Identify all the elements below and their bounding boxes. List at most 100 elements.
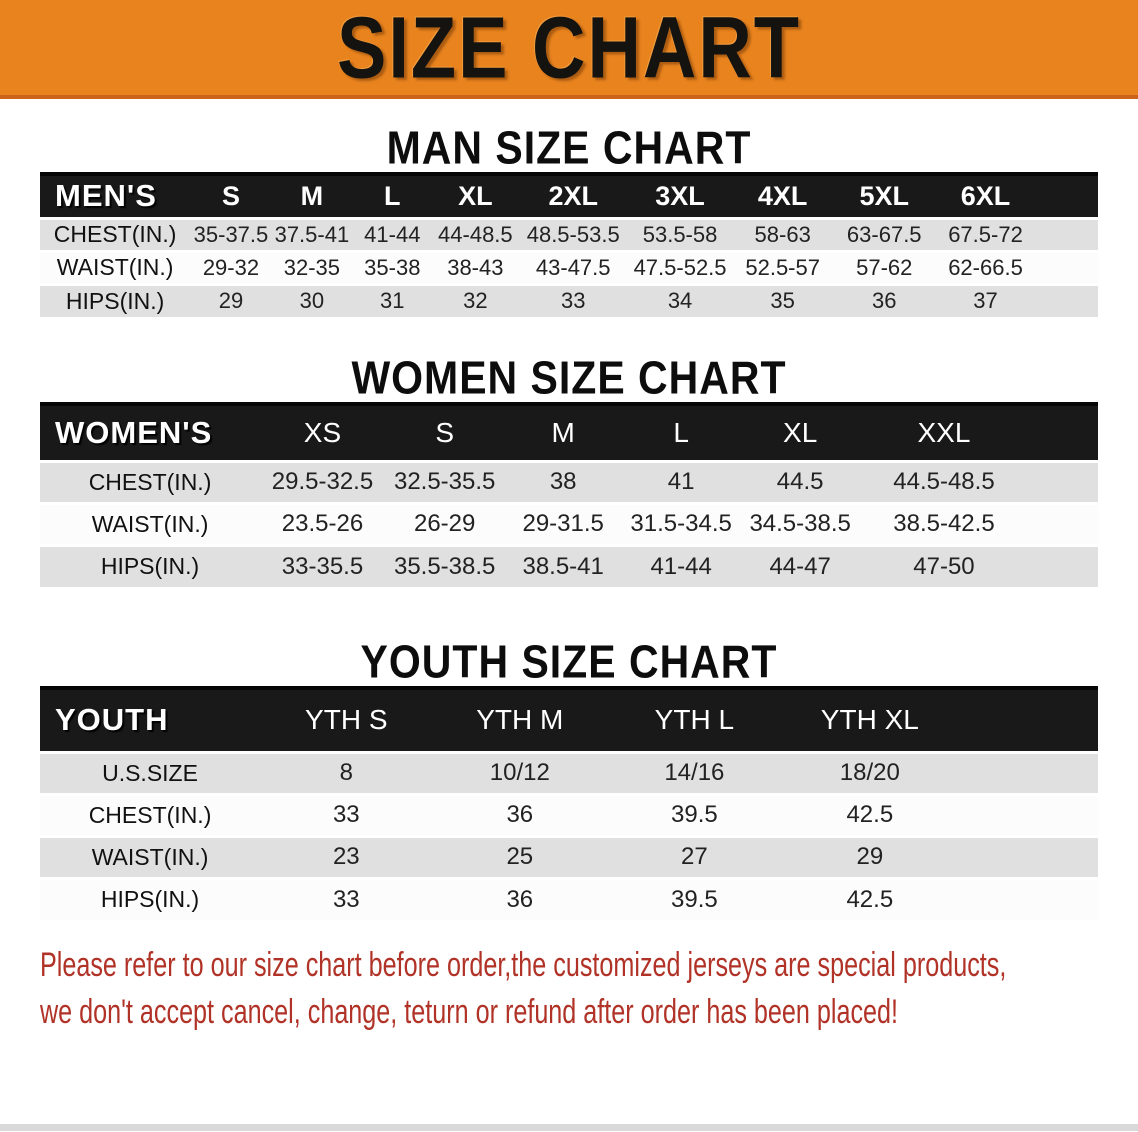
row-label: HIPS(IN.) — [40, 543, 261, 587]
size-column-header: YTH L — [607, 686, 782, 753]
size-column-header: YTH M — [432, 686, 608, 753]
value-cell: 29 — [781, 834, 1098, 878]
value-cell: 63-67.5 — [833, 216, 936, 251]
value-cell: 38.5-42.5 — [859, 501, 1098, 545]
measurement-row: HIPS(IN.) 33-35.5 35.5-38.5 38.5-41 41-44 44-… — [40, 543, 1098, 587]
size-column-header: L — [352, 172, 433, 219]
value-cell: 30 — [271, 282, 353, 317]
value-cell: 42.5 — [781, 792, 1098, 836]
table-title-cell: YOUTH — [40, 686, 261, 753]
value-cell: 32.5-35.5 — [384, 459, 505, 503]
size-column-header: YTH S — [260, 686, 433, 753]
value-cell: 58-63 — [731, 216, 834, 251]
value-cell: 14/16 — [607, 750, 782, 794]
row-label: WAIST(IN.) — [40, 501, 261, 545]
value-cell: 36 — [833, 282, 936, 317]
value-cell: 44.5-48.5 — [859, 459, 1098, 503]
value-cell: 29-31.5 — [504, 501, 622, 545]
value-cell: 29-32 — [190, 249, 272, 284]
value-cell: 32 — [432, 282, 519, 317]
size-column-header: M — [271, 172, 353, 219]
youth-section-heading: YOUTH SIZE CHART — [360, 636, 778, 688]
header-row: MEN'S S M L XL 2XL 3XL 4XL 5XL 6XL — [40, 172, 1098, 219]
value-cell: 34 — [628, 282, 732, 317]
value-cell: 43-47.5 — [518, 249, 629, 284]
table-title-cell: WOMEN'S — [40, 402, 261, 462]
value-cell: 47.5-52.5 — [628, 249, 732, 284]
row-label: CHEST(IN.) — [40, 792, 261, 836]
page-title: SIZE CHART — [337, 0, 801, 97]
measurement-row: WAIST(IN.) 23.5-26 26-29 29-31.5 31.5-34.5 34… — [40, 501, 1098, 545]
value-cell: 38.5-41 — [504, 543, 622, 587]
value-cell: 23 — [260, 834, 433, 878]
value-cell: 41-44 — [621, 543, 741, 587]
disclaimer: Please refer to our size chart before or… — [0, 942, 1138, 1036]
measurement-row: U.S.SIZE 8 10/12 14/16 18/20 — [40, 750, 1098, 794]
disclaimer-line: we don't accept cancel, change, teturn o… — [40, 993, 898, 1031]
value-cell: 41-44 — [352, 216, 433, 251]
men-size-table: MEN'S S M L XL 2XL 3XL 4XL 5XL 6XL CHEST(IN.) 35-37… — [40, 172, 1098, 317]
value-cell: 35-38 — [352, 249, 433, 284]
value-cell: 62-66.5 — [935, 249, 1098, 284]
size-column-header: XS — [260, 402, 385, 462]
value-cell: 37 — [935, 282, 1098, 317]
value-cell: 35-37.5 — [190, 216, 272, 251]
value-cell: 25 — [432, 834, 608, 878]
size-column-header: 4XL — [731, 172, 834, 219]
measurement-row: HIPS(IN.) 33 36 39.5 42.5 — [40, 876, 1098, 920]
value-cell: 31 — [352, 282, 433, 317]
header-row: YOUTH YTH S YTH M YTH L YTH XL — [40, 686, 1098, 753]
value-cell: 10/12 — [432, 750, 608, 794]
women-section-heading: WOMEN SIZE CHART — [351, 352, 787, 404]
value-cell: 36 — [432, 792, 608, 836]
row-label: WAIST(IN.) — [40, 834, 261, 878]
value-cell: 44.5 — [740, 459, 860, 503]
measurement-row: WAIST(IN.) 23 25 27 29 — [40, 834, 1098, 878]
size-column-header: S — [190, 172, 272, 219]
size-column-header: M — [504, 402, 622, 462]
value-cell: 33-35.5 — [260, 543, 385, 587]
value-cell: 44-48.5 — [432, 216, 519, 251]
disclaimer-line: Please refer to our size chart before or… — [40, 946, 1007, 984]
value-cell: 8 — [260, 750, 433, 794]
value-cell: 29 — [190, 282, 272, 317]
value-cell: 47-50 — [859, 543, 1098, 587]
value-cell: 67.5-72 — [935, 216, 1098, 251]
value-cell: 53.5-58 — [628, 216, 732, 251]
value-cell: 38 — [504, 459, 622, 503]
value-cell: 38-43 — [432, 249, 519, 284]
row-label: CHEST(IN.) — [40, 459, 261, 503]
row-label: CHEST(IN.) — [40, 216, 191, 251]
value-cell: 31.5-34.5 — [621, 501, 741, 545]
value-cell: 42.5 — [781, 876, 1098, 920]
value-cell: 33 — [518, 282, 629, 317]
row-label: U.S.SIZE — [40, 750, 261, 794]
measurement-row: HIPS(IN.) 29 30 31 32 33 34 35 36 37 — [40, 282, 1098, 317]
value-cell: 52.5-57 — [731, 249, 834, 284]
value-cell: 41 — [621, 459, 741, 503]
value-cell: 44-47 — [740, 543, 860, 587]
men-section-heading: MAN SIZE CHART — [386, 122, 752, 174]
value-cell: 36 — [432, 876, 608, 920]
size-column-header: 6XL — [935, 172, 1098, 219]
size-column-header: XL — [432, 172, 519, 219]
value-cell: 39.5 — [607, 876, 782, 920]
size-column-header: XL — [740, 402, 860, 462]
size-column-header: 3XL — [628, 172, 732, 219]
bottom-divider — [0, 1124, 1138, 1131]
row-label: HIPS(IN.) — [40, 282, 191, 317]
size-column-header: S — [384, 402, 505, 462]
value-cell: 37.5-41 — [271, 216, 353, 251]
value-cell: 26-29 — [384, 501, 505, 545]
measurement-row: CHEST(IN.) 29.5-32.5 32.5-35.5 38 41 44.5 44.5… — [40, 459, 1098, 503]
value-cell: 35.5-38.5 — [384, 543, 505, 587]
row-label: HIPS(IN.) — [40, 876, 261, 920]
measurement-row: CHEST(IN.) 35-37.5 37.5-41 41-44 44-48.5 48.5… — [40, 216, 1098, 251]
value-cell: 32-35 — [271, 249, 353, 284]
size-column-header: 2XL — [518, 172, 629, 219]
size-chart-banner: SIZE CHART — [0, 0, 1138, 99]
value-cell: 35 — [731, 282, 834, 317]
value-cell: 33 — [260, 876, 433, 920]
value-cell: 33 — [260, 792, 433, 836]
value-cell: 27 — [607, 834, 782, 878]
